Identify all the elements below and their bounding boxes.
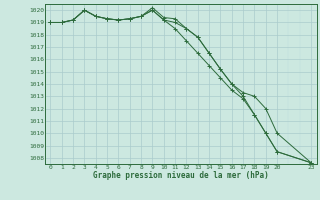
X-axis label: Graphe pression niveau de la mer (hPa): Graphe pression niveau de la mer (hPa): [93, 171, 269, 180]
